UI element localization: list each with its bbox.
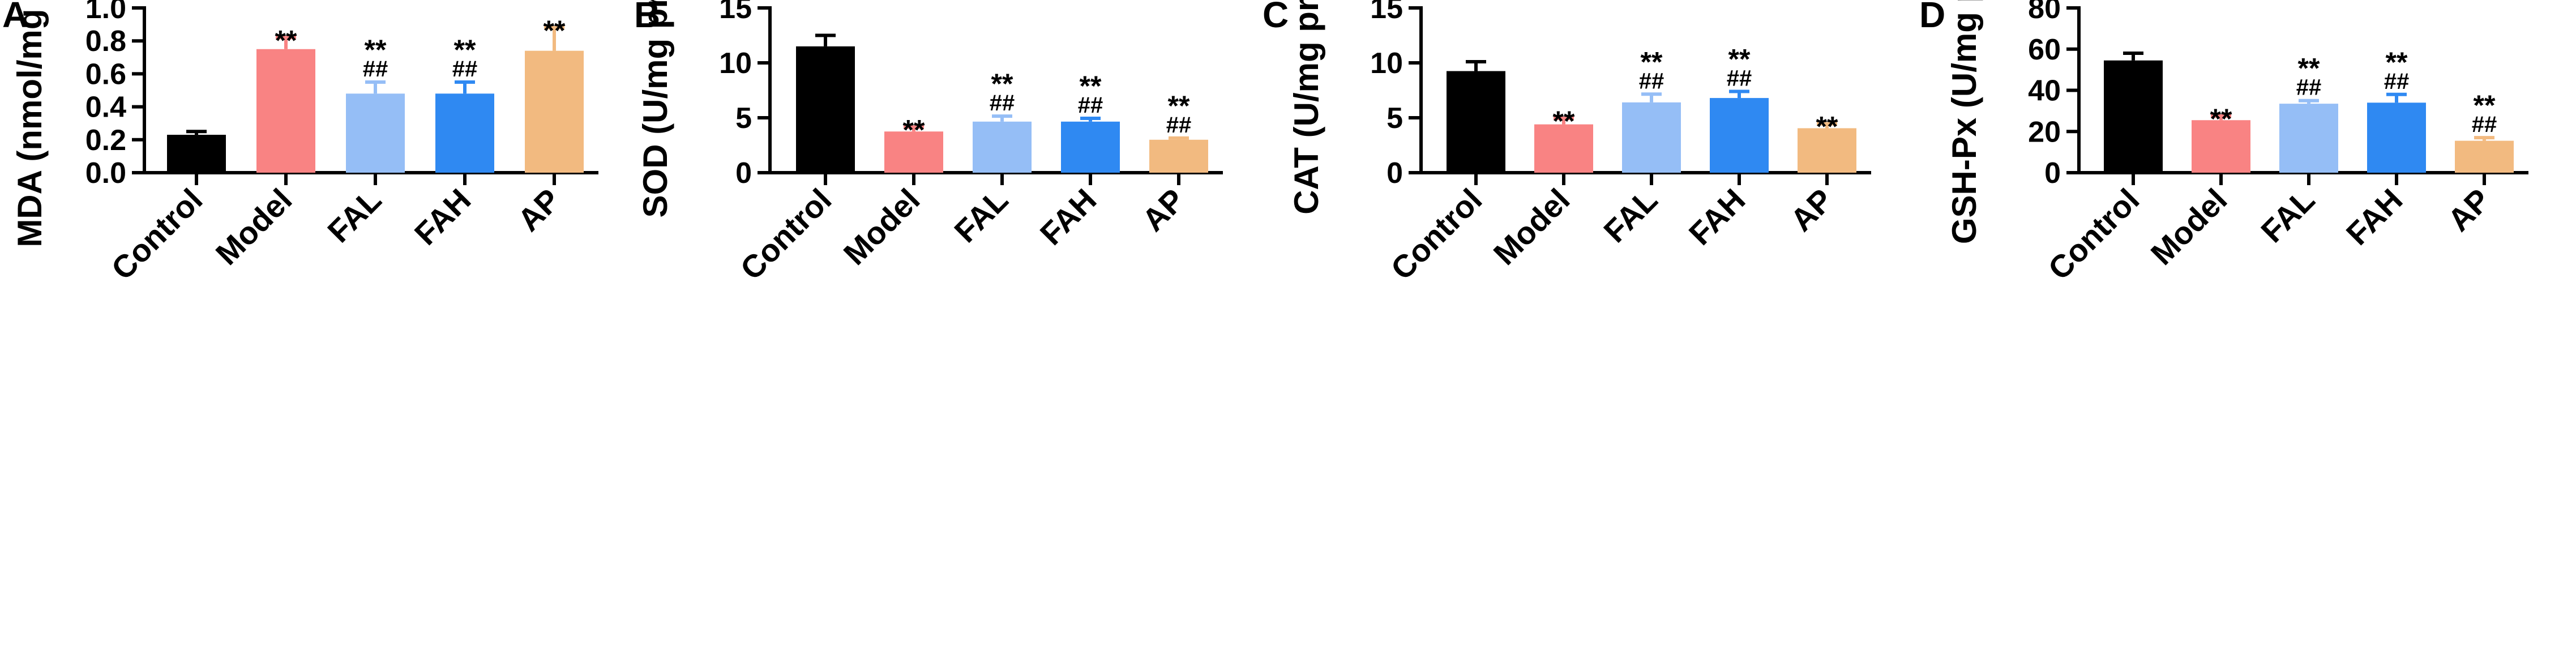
panel-letter: B (634, 0, 660, 35)
y-tick-label: 0.6 (85, 58, 126, 91)
bar-model (1534, 124, 1593, 173)
bar-fah (2367, 102, 2426, 173)
significance-star: ** (275, 24, 297, 56)
bar-fal (1622, 102, 1681, 173)
significance-star: ** (1728, 43, 1751, 75)
significance-star: ** (2298, 53, 2320, 84)
bar-model (884, 131, 943, 173)
y-tick-label: 10 (719, 47, 752, 80)
significance-hash: ## (452, 57, 478, 82)
significance-star: ** (544, 15, 566, 46)
y-tick-label: 1.0 (85, 0, 126, 25)
bar-model (256, 49, 315, 173)
bar-fal (973, 121, 1032, 173)
significance-hash: ## (2384, 69, 2410, 94)
y-axis-label: SOD (U/mg pro) (636, 0, 674, 217)
x-tick-label: FAL (1597, 182, 1664, 249)
x-tick-label: Control (1384, 182, 1488, 286)
bar-control (167, 135, 226, 173)
x-tick-label: AP (2441, 182, 2497, 238)
x-tick-label: Model (1487, 182, 1577, 272)
y-tick-label: 5 (735, 102, 752, 135)
bar-fal (2279, 104, 2338, 173)
bar-control (1447, 71, 1505, 173)
bar-fah (1710, 98, 1769, 173)
x-tick-label: FAH (1682, 182, 1752, 252)
x-tick-label: FAL (2254, 182, 2321, 249)
significance-star: ** (1553, 105, 1575, 137)
x-tick-label: Model (209, 182, 299, 272)
y-tick-label: 10 (1370, 47, 1403, 80)
y-tick-label: 0.4 (85, 91, 126, 124)
bar-ap (1149, 139, 1208, 173)
significance-star: ** (1641, 46, 1663, 78)
significance-star: ** (2210, 103, 2232, 135)
significance-hash: ## (990, 91, 1015, 116)
panel-letter: A (2, 0, 28, 35)
significance-star: ** (454, 34, 476, 66)
y-tick-label: 15 (1370, 0, 1403, 25)
y-axis-label: GSH-Px (U/mg pro) (1945, 0, 1983, 244)
x-tick-label: Control (733, 182, 838, 286)
significance-star: ** (1816, 111, 1838, 143)
y-tick-label: 0 (2044, 157, 2061, 190)
bar-control (796, 46, 855, 173)
x-tick-label: FAL (947, 182, 1015, 249)
x-tick-label: Model (837, 182, 927, 272)
bar-fah (1061, 121, 1120, 173)
y-axis-label: MDA (nmol/mg pro) (11, 0, 49, 247)
significance-hash: ## (363, 57, 388, 82)
y-axis-label: CAT (U/mg pro) (1287, 0, 1325, 215)
y-tick-label: 80 (2028, 0, 2061, 25)
x-tick-label: FAH (1033, 182, 1103, 252)
y-tick-label: 0.2 (85, 124, 126, 157)
x-tick-label: Control (2041, 182, 2146, 286)
y-tick-label: 15 (719, 0, 752, 25)
panel-letter: D (1919, 0, 1945, 35)
significance-star: ** (903, 114, 925, 146)
bar-ap (2455, 140, 2514, 173)
significance-star: ** (2386, 46, 2408, 78)
significance-star: ** (2474, 89, 2496, 121)
x-tick-label: Control (104, 182, 209, 286)
bar-fah (435, 93, 494, 173)
significance-hash: ## (2472, 112, 2497, 137)
significance-star: ** (991, 68, 1013, 100)
x-tick-label: AP (1135, 182, 1192, 238)
y-tick-label: 60 (2028, 33, 2061, 66)
x-tick-label: FAH (408, 182, 478, 252)
x-tick-label: AP (1783, 182, 1840, 238)
y-tick-label: 0 (1387, 157, 1403, 190)
x-tick-label: AP (511, 182, 567, 238)
x-tick-label: FAL (320, 182, 388, 249)
significance-star: ** (1168, 90, 1190, 122)
y-tick-label: 0.0 (85, 157, 126, 190)
significance-star: ** (365, 34, 387, 66)
y-tick-label: 40 (2028, 75, 2061, 108)
bar-model (2192, 120, 2250, 173)
significance-hash: ## (1166, 113, 1192, 138)
bar-fal (346, 93, 405, 173)
significance-hash: ## (1078, 93, 1103, 118)
significance-hash: ## (1639, 69, 1664, 93)
y-tick-label: 20 (2028, 116, 2061, 148)
bar-control (2104, 60, 2163, 173)
y-tick-label: 5 (1387, 102, 1403, 135)
significance-hash: ## (2296, 75, 2322, 100)
y-tick-label: 0 (735, 157, 752, 190)
bar-ap (1798, 128, 1856, 173)
y-tick-label: 0.8 (85, 25, 126, 58)
x-tick-label: Model (2144, 182, 2234, 272)
bar-ap (525, 50, 584, 173)
panel-letter: C (1263, 0, 1289, 35)
significance-hash: ## (1727, 66, 1752, 91)
significance-star: ** (1080, 70, 1102, 102)
x-tick-label: FAH (2339, 182, 2410, 252)
